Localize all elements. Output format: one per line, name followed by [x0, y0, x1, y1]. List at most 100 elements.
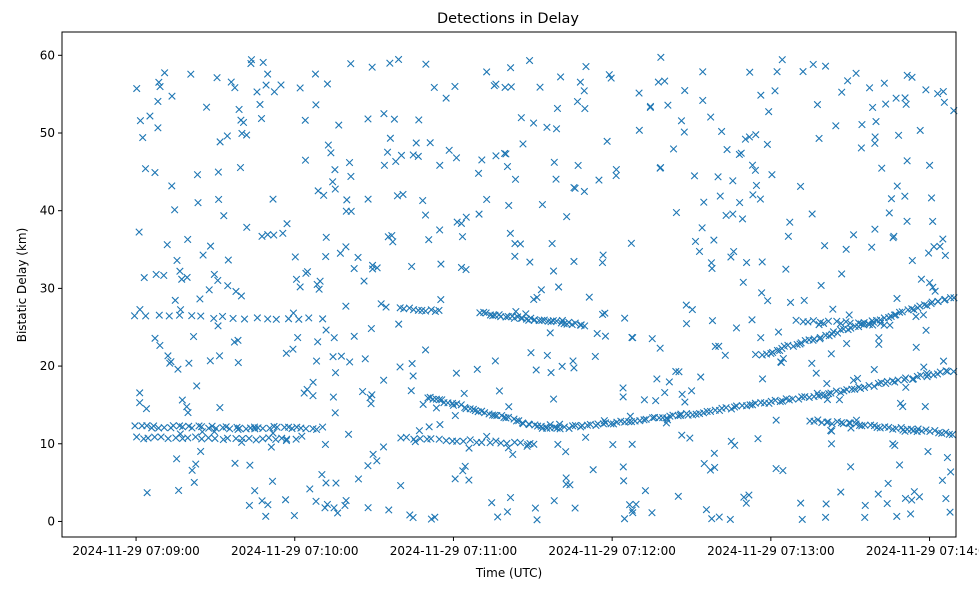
scatter-point-track [489, 311, 497, 320]
scatter-point-clutter [527, 349, 535, 357]
scatter-point-clutter [698, 224, 706, 232]
scatter-point-track [580, 322, 589, 330]
scatter-point-clutter [187, 70, 195, 78]
scatter-point-track [936, 368, 944, 376]
scatter-point-clutter [697, 373, 705, 381]
scatter-point-clutter [778, 55, 786, 64]
scatter-point-clutter [813, 389, 821, 398]
scatter-point-clutter [628, 506, 636, 514]
scatter-point-clutter [224, 256, 233, 264]
scatter-point-clutter [939, 87, 948, 96]
scatter-point-clutter [571, 504, 579, 512]
scatter-point-track [402, 433, 411, 442]
scatter-point-clutter [550, 158, 558, 166]
scatter-point-clutter [710, 236, 718, 244]
scatter-point-clutter [296, 84, 304, 92]
scatter-point-track [568, 422, 577, 430]
scatter-point-clutter [609, 440, 617, 449]
scatter-point-clutter [342, 243, 350, 251]
scatter-point-clutter [593, 329, 601, 338]
scatter-point-clutter [407, 387, 415, 395]
scatter-point-track [263, 315, 272, 323]
scatter-point-clutter [333, 509, 342, 517]
scatter-point-clutter [837, 270, 846, 278]
scatter-point-clutter [506, 64, 515, 72]
scatter-point-clutter [168, 182, 176, 190]
scatter-point-track [480, 308, 488, 316]
scatter-point-clutter [139, 133, 147, 142]
scatter-point-clutter [263, 70, 272, 78]
scatter-point-clutter [193, 382, 201, 390]
scatter-point-clutter [178, 396, 187, 404]
scatter-point-clutter [537, 286, 546, 294]
scatter-point-track [504, 413, 513, 422]
scatter-point-clutter [784, 232, 793, 240]
scatter-point-track [482, 309, 490, 317]
scatter-point-clutter [419, 196, 427, 205]
scatter-point-clutter [151, 334, 159, 342]
scatter-point-track [923, 301, 931, 310]
scatter-point-clutter [699, 68, 707, 76]
scatter-point-clutter [628, 333, 636, 342]
scatter-point-track [233, 423, 241, 431]
scatter-point-track [502, 414, 510, 422]
scatter-point-clutter [635, 126, 644, 134]
scatter-point-clutter [570, 364, 578, 372]
scatter-point-clutter [267, 443, 276, 451]
scatter-point-track [150, 433, 159, 441]
scatter-point-clutter [451, 82, 459, 91]
scatter-point-track [586, 420, 594, 429]
scatter-point-track [132, 433, 141, 441]
scatter-point-clutter [901, 192, 909, 200]
scatter-point-clutter [442, 94, 450, 102]
scatter-point-track [810, 335, 818, 343]
scatter-point-clutter [526, 258, 534, 266]
scatter-point-track [242, 425, 250, 433]
scatter-point-clutter [757, 289, 766, 297]
scatter-point-clutter [896, 399, 905, 408]
scatter-point-clutter [373, 457, 381, 465]
scatter-point-clutter [771, 87, 779, 95]
scatter-point-track [946, 294, 955, 302]
scatter-point-clutter [921, 402, 929, 411]
scatter-point-clutter [889, 234, 897, 242]
scatter-point-clutter [236, 163, 245, 172]
scatter-point-clutter [738, 215, 747, 223]
scatter-point-clutter [332, 479, 340, 487]
scatter-point-clutter [292, 275, 301, 283]
scatter-point-clutter [832, 122, 840, 130]
scatter-point-track [164, 434, 172, 443]
scatter-point-clutter [399, 190, 407, 199]
scatter-point-clutter [746, 68, 754, 76]
scatter-point-clutter [367, 399, 375, 408]
scatter-point-clutter [665, 378, 674, 386]
scatter-point-clutter [505, 403, 513, 411]
scatter-point-clutter [899, 402, 907, 411]
scatter-point-clutter [857, 144, 866, 152]
scatter-point-clutter [777, 358, 785, 366]
scatter-point-clutter [908, 256, 917, 265]
scatter-point-track [942, 428, 950, 436]
scatter-point-clutter [198, 428, 207, 436]
scatter-point-clutter [369, 450, 377, 459]
scatter-point-clutter [646, 103, 655, 112]
scatter-point-clutter [680, 128, 689, 136]
scatter-point-track [503, 439, 511, 448]
scatter-point-track [809, 317, 818, 325]
scatter-point-clutter [846, 463, 855, 471]
scatter-point-clutter [912, 343, 920, 352]
scatter-point-track [886, 321, 894, 329]
scatter-point-clutter [550, 496, 558, 505]
scatter-point-clutter [732, 324, 741, 332]
scatter-point-track [861, 421, 869, 429]
y-tick-label: 50 [40, 126, 55, 140]
scatter-point-clutter [601, 332, 610, 340]
scatter-point-clutter [360, 277, 368, 285]
scatter-point-clutter [478, 156, 486, 164]
scatter-point-clutter [331, 409, 339, 417]
scatter-point-clutter [432, 404, 441, 412]
scatter-point-clutter [328, 178, 337, 186]
scatter-point-clutter [880, 79, 889, 87]
scatter-point-clutter [419, 400, 427, 409]
